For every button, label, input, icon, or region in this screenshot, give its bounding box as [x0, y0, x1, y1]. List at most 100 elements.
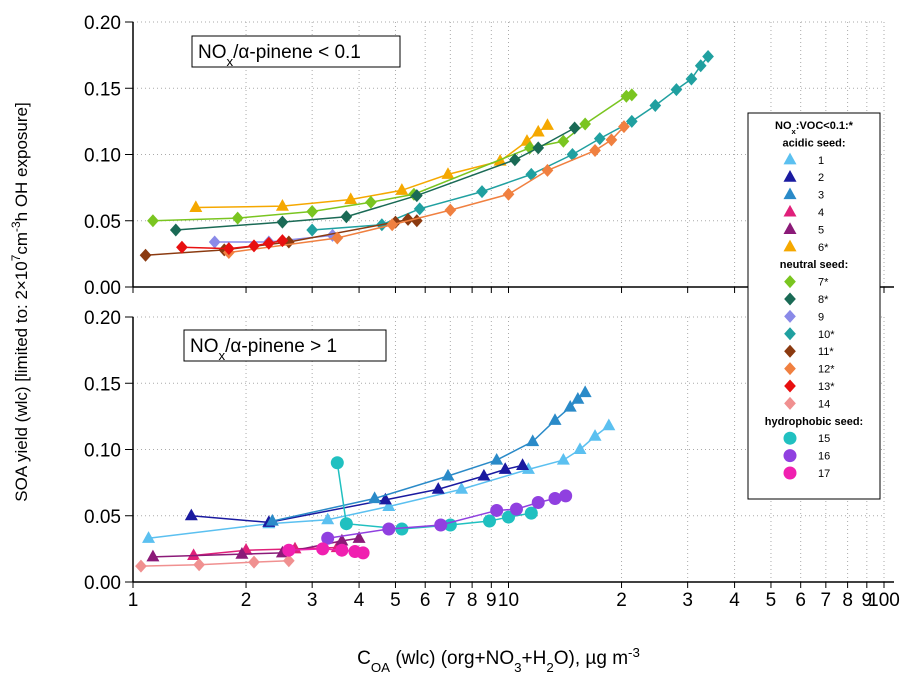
- marker: [395, 183, 409, 195]
- x-tick-label: 3: [682, 590, 693, 611]
- x-tick-label: 6: [795, 590, 806, 611]
- legend-title: NOx:VOC<0.1:*: [775, 120, 854, 136]
- marker: [784, 292, 796, 306]
- marker: [139, 248, 152, 262]
- marker: [382, 499, 396, 512]
- marker: [208, 235, 221, 249]
- marker: [331, 231, 344, 245]
- marker: [685, 72, 698, 86]
- marker: [784, 379, 796, 393]
- marker: [490, 452, 504, 465]
- marker: [306, 204, 319, 218]
- legend-label: 3: [818, 190, 824, 202]
- y-tick-label: 0.00: [84, 573, 121, 594]
- text-part: /α-pinene < 0.1: [233, 42, 361, 63]
- y-tick-label: 0.05: [84, 507, 121, 528]
- text-part: NO: [198, 42, 227, 63]
- marker: [526, 434, 540, 447]
- marker: [588, 429, 602, 441]
- y-tick-label: 0.15: [84, 374, 121, 395]
- marker: [783, 170, 797, 182]
- marker: [476, 185, 488, 199]
- marker: [548, 413, 562, 425]
- marker: [521, 462, 535, 474]
- marker: [784, 275, 796, 289]
- x-tick-label: 6: [420, 590, 431, 611]
- fit-line: [193, 546, 338, 557]
- marker: [602, 418, 616, 431]
- marker: [784, 396, 796, 410]
- marker: [455, 482, 469, 494]
- marker: [783, 187, 797, 200]
- legend-box: [747, 112, 881, 500]
- marker: [540, 118, 554, 130]
- marker: [490, 503, 504, 517]
- text-part: -3: [9, 221, 23, 232]
- legend-label: 13*: [818, 381, 835, 393]
- legend-label: 11*: [818, 346, 834, 358]
- text-part: (wlc) (org+NO: [390, 648, 514, 669]
- x-tick-label: 2: [616, 590, 627, 611]
- marker: [593, 132, 606, 146]
- marker: [509, 502, 523, 516]
- marker: [557, 134, 570, 148]
- text-part: -3: [628, 645, 640, 660]
- legend-group: neutral seed:: [780, 259, 848, 271]
- annotation: NOx/α-pinene < 0.1: [198, 42, 361, 69]
- marker: [502, 187, 515, 201]
- marker: [548, 492, 562, 506]
- annotation: NOx/α-pinene > 1: [190, 336, 337, 363]
- marker: [589, 144, 601, 158]
- marker: [618, 120, 630, 134]
- marker: [783, 204, 797, 217]
- marker: [321, 512, 335, 525]
- marker: [525, 167, 538, 181]
- marker: [365, 195, 377, 209]
- marker: [410, 214, 423, 228]
- marker: [578, 385, 592, 398]
- x-tick-label: 7: [445, 590, 456, 611]
- annotation-box: [191, 35, 401, 68]
- text-part: 3: [514, 660, 521, 675]
- marker: [142, 531, 156, 543]
- marker: [573, 442, 587, 455]
- marker: [498, 462, 512, 474]
- legend-group: acidic seed:: [783, 137, 846, 149]
- y-tick-label: 0.10: [84, 441, 121, 462]
- x-tick-label: 1: [128, 590, 139, 611]
- marker: [620, 89, 633, 103]
- marker: [531, 124, 545, 137]
- legend-label: 17: [818, 468, 830, 480]
- marker: [330, 456, 344, 470]
- marker: [783, 449, 797, 463]
- marker: [187, 548, 201, 561]
- marker: [382, 522, 396, 536]
- legend-label: 1: [818, 155, 824, 167]
- y-tick-label: 0.05: [84, 212, 121, 233]
- x-tick-label: 8: [467, 590, 478, 611]
- marker: [431, 482, 445, 494]
- marker: [321, 531, 335, 545]
- fit-line: [152, 94, 632, 222]
- legend-label: 14: [818, 398, 830, 410]
- marker: [784, 362, 796, 376]
- marker: [563, 399, 577, 412]
- marker: [694, 59, 707, 73]
- x-tick-label: 7: [821, 590, 832, 611]
- marker: [176, 240, 188, 254]
- marker: [335, 533, 349, 546]
- legend-label: 10*: [818, 329, 835, 341]
- marker: [783, 466, 797, 480]
- marker: [670, 83, 683, 97]
- annotation-box: [183, 329, 387, 362]
- marker: [386, 218, 399, 232]
- marker: [169, 223, 182, 237]
- x-tick-label: 9: [862, 590, 873, 611]
- legend-label: 12*: [818, 364, 835, 376]
- marker: [339, 517, 353, 531]
- marker: [235, 547, 249, 559]
- marker: [502, 510, 515, 524]
- marker: [516, 458, 530, 470]
- panel: 1 2 3 4 5 6 7 8 9 10 2 3 4 5 6 7 8 91000.000.050.100.150.…: [84, 308, 900, 611]
